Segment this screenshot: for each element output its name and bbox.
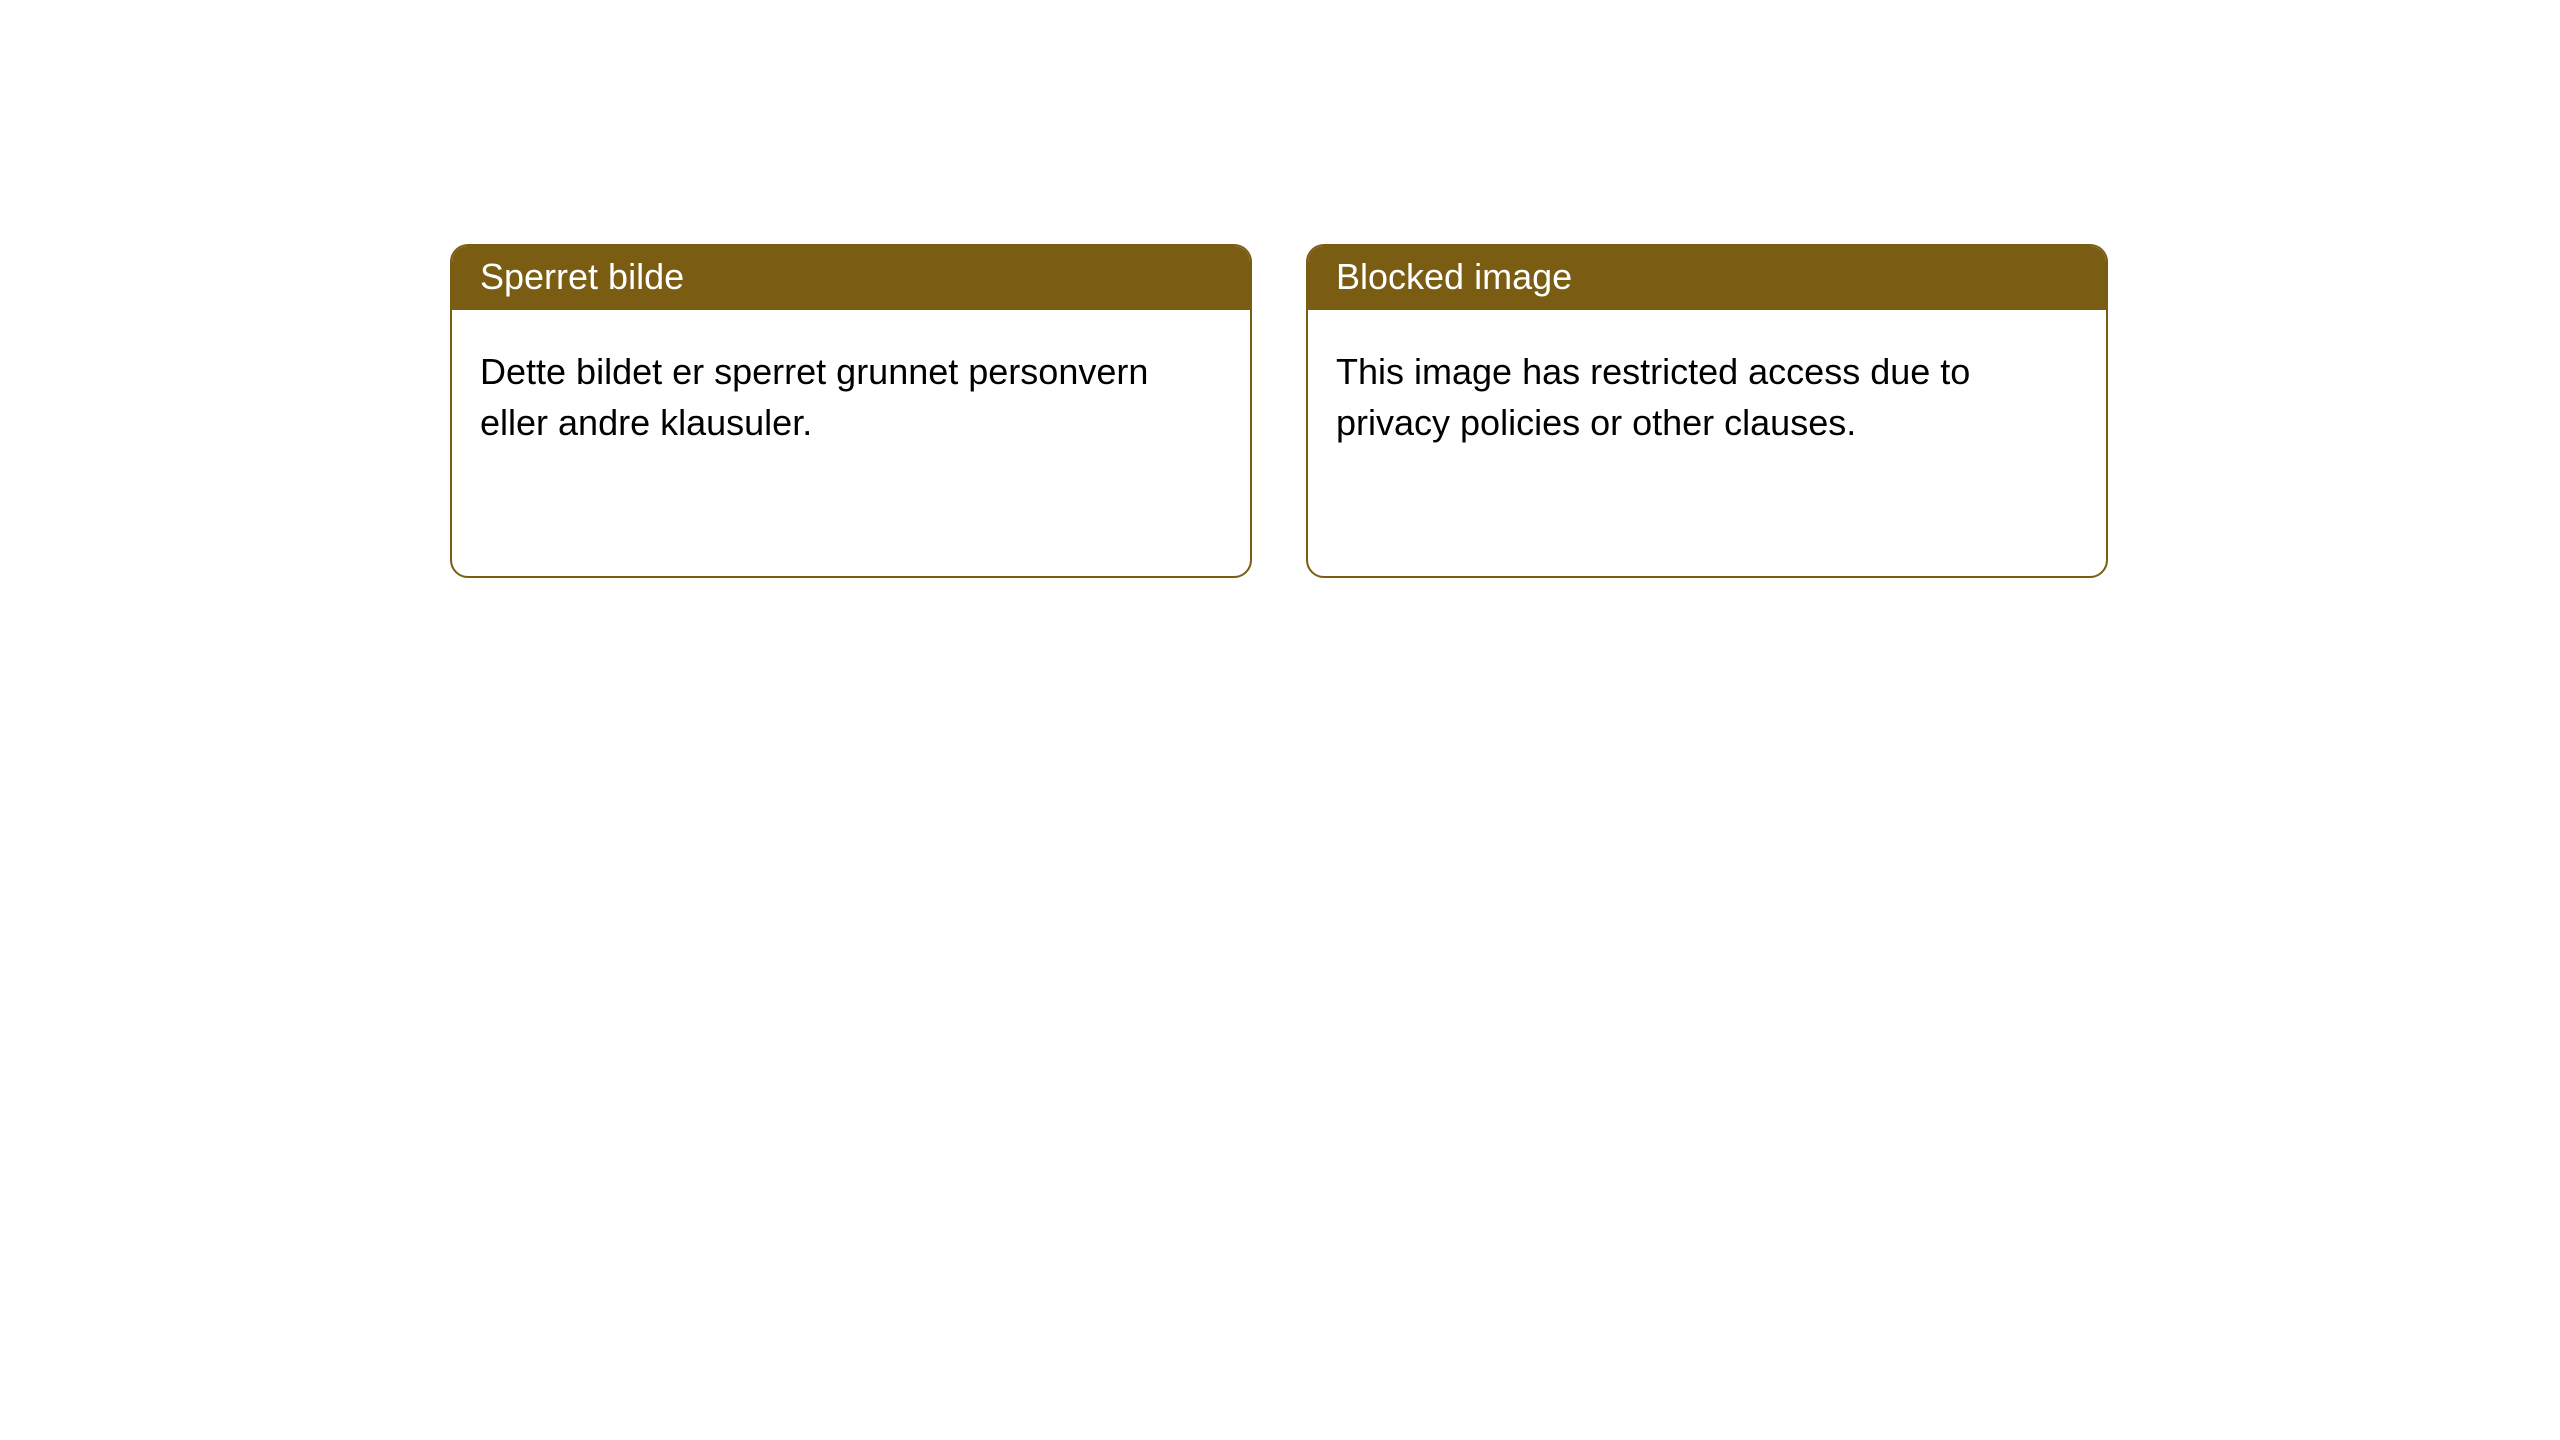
notice-title: Sperret bilde xyxy=(480,256,684,297)
notice-body-text: Dette bildet er sperret grunnet personve… xyxy=(480,351,1148,443)
notice-card-header: Sperret bilde xyxy=(452,246,1250,310)
notice-body-text: This image has restricted access due to … xyxy=(1336,351,1970,443)
notice-card-english: Blocked image This image has restricted … xyxy=(1306,244,2108,578)
notice-card-header: Blocked image xyxy=(1308,246,2106,310)
notice-card-body: Dette bildet er sperret grunnet personve… xyxy=(452,310,1250,484)
notice-card-body: This image has restricted access due to … xyxy=(1308,310,2106,484)
notice-title: Blocked image xyxy=(1336,256,1572,297)
notice-container: Sperret bilde Dette bildet er sperret gr… xyxy=(0,0,2560,578)
notice-card-norwegian: Sperret bilde Dette bildet er sperret gr… xyxy=(450,244,1252,578)
